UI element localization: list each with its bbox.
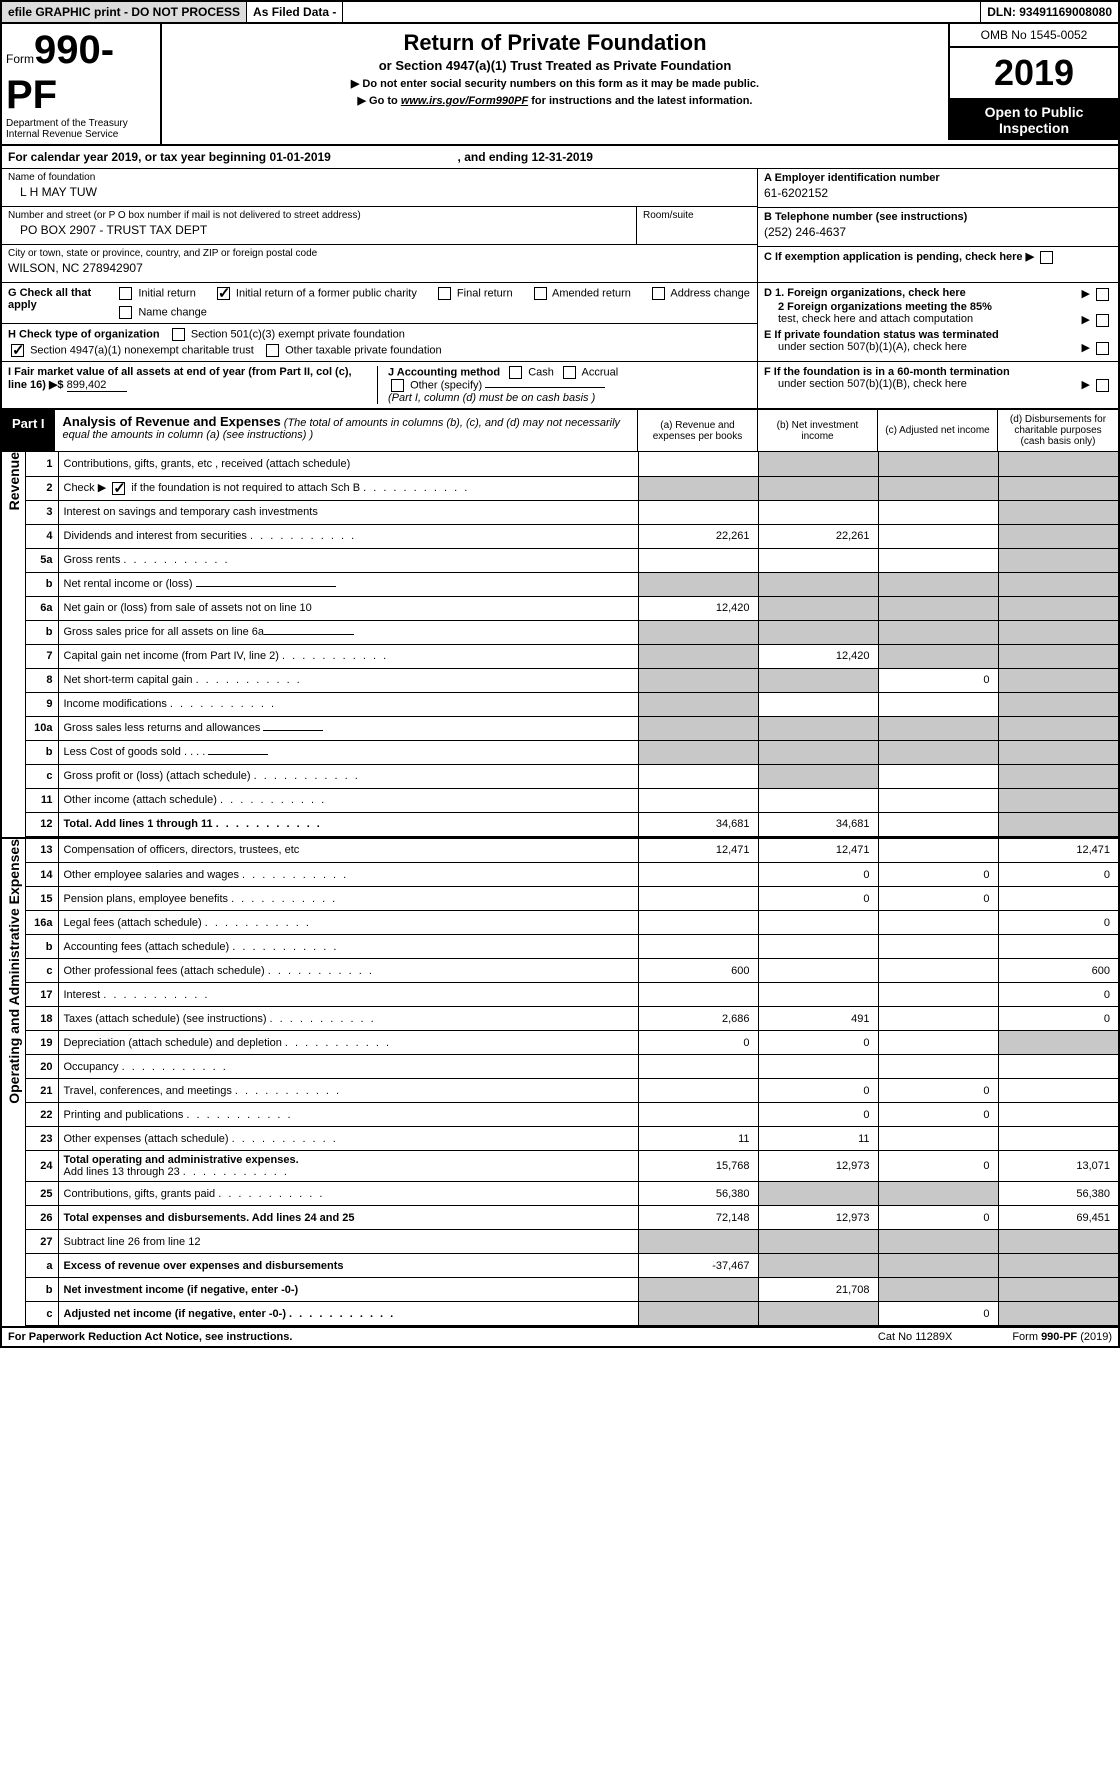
j-section: J Accounting method Cash Accrual Other (… <box>388 366 751 404</box>
dln-value: 93491169008080 <box>1019 5 1112 19</box>
col-b-header: (b) Net investment income <box>758 410 878 451</box>
page-footer: For Paperwork Reduction Act Notice, see … <box>2 1328 1118 1346</box>
g-section: G Check all that apply Initial return In… <box>2 283 757 324</box>
form-page: efile GRAPHIC print - DO NOT PROCESS As … <box>0 0 1120 1348</box>
entity-info: Name of foundation L H MAY TUW Number an… <box>2 169 1118 283</box>
revenue-side-label: Revenue <box>2 452 26 837</box>
ein-value: 61-6202152 <box>764 184 1112 204</box>
instr-1: ▶ Do not enter social security numbers o… <box>172 77 938 90</box>
form-header: Form990-PF Department of the Treasury In… <box>2 24 1118 146</box>
h-section: H Check type of organization Section 501… <box>2 324 757 361</box>
instr-2: ▶ Go to www.irs.gov/Form990PF for instru… <box>172 94 938 107</box>
g-initial-return-check[interactable] <box>119 287 132 300</box>
expenses-side-label: Operating and Administrative Expenses <box>2 839 26 1327</box>
header-mid: Return of Private Foundation or Section … <box>162 24 948 144</box>
cat-no: Cat No 11289X <box>878 1331 952 1343</box>
f-check[interactable] <box>1096 379 1109 392</box>
e-check[interactable] <box>1096 342 1109 355</box>
header-left: Form990-PF Department of the Treasury In… <box>2 24 162 144</box>
address: PO BOX 2907 - TRUST TAX DEPT <box>8 221 630 241</box>
d1-check[interactable] <box>1096 288 1109 301</box>
as-filed-label: As Filed Data - <box>247 2 343 22</box>
omb-number: OMB No 1545-0052 <box>948 24 1118 48</box>
expenses-block: Operating and Administrative Expenses 13… <box>2 839 1118 1329</box>
g-initial-former-check[interactable] <box>217 287 230 300</box>
phone-value: (252) 246-4637 <box>764 223 1112 243</box>
form-subtitle: or Section 4947(a)(1) Trust Treated as P… <box>172 58 938 73</box>
entity-right: A Employer identification number 61-6202… <box>758 169 1118 282</box>
f-section: F If the foundation is in a 60-month ter… <box>758 362 1118 408</box>
name-cell: Name of foundation L H MAY TUW <box>2 169 757 207</box>
revenue-block: Revenue 1Contributions, gifts, grants, e… <box>2 452 1118 839</box>
part1-header: Part I Analysis of Revenue and Expenses … <box>2 410 1118 452</box>
ein-cell: A Employer identification number 61-6202… <box>758 169 1118 208</box>
header-right: OMB No 1545-0052 2019 Open to Public Ins… <box>948 24 1118 144</box>
g-h-row: G Check all that apply Initial return In… <box>2 283 1118 362</box>
h-4947-check[interactable] <box>11 344 24 357</box>
g-final-check[interactable] <box>438 287 451 300</box>
g-name-check[interactable] <box>119 306 132 319</box>
form-number: Form990-PF <box>6 28 156 118</box>
city-state-zip: WILSON, NC 278942907 <box>8 259 751 279</box>
year-begin: 01-01-2019 <box>269 150 330 164</box>
h-501c3-check[interactable] <box>172 328 185 341</box>
part1-tag: Part I <box>2 410 55 451</box>
g-address-check[interactable] <box>652 287 665 300</box>
dln-cell: DLN: 93491169008080 <box>980 2 1118 22</box>
i-section: I Fair market value of all assets at end… <box>8 366 378 404</box>
open-public: Open to Public Inspection <box>948 100 1118 140</box>
expenses-table: 13Compensation of officers, directors, t… <box>26 839 1118 1327</box>
h-other-taxable-check[interactable] <box>266 344 279 357</box>
d2-check[interactable] <box>1096 314 1109 327</box>
col-a-header: (a) Revenue and expenses per books <box>638 410 758 451</box>
j-other-check[interactable] <box>391 379 404 392</box>
form-ref: Form 990-PF (2019) <box>1012 1331 1112 1343</box>
c-checkbox[interactable] <box>1040 251 1053 264</box>
irs-link[interactable]: www.irs.gov/Form990PF <box>401 95 528 107</box>
g-amended-check[interactable] <box>534 287 547 300</box>
i-j-f-row: I Fair market value of all assets at end… <box>2 362 1118 410</box>
phone-cell: B Telephone number (see instructions) (2… <box>758 208 1118 247</box>
line-6b-value <box>264 634 354 635</box>
revenue-table: 1Contributions, gifts, grants, etc , rec… <box>26 452 1118 837</box>
room-suite: Room/suite <box>637 207 757 244</box>
top-bar: efile GRAPHIC print - DO NOT PROCESS As … <box>2 2 1118 24</box>
col-c-header: (c) Adjusted net income <box>878 410 998 451</box>
col-d-header: (d) Disbursements for charitable purpose… <box>998 410 1118 451</box>
form-title: Return of Private Foundation <box>172 30 938 56</box>
d-e-section: D 1. Foreign organizations, check here ▶… <box>758 283 1118 361</box>
part1-desc: Analysis of Revenue and Expenses (The to… <box>55 410 638 451</box>
efile-notice: efile GRAPHIC print - DO NOT PROCESS <box>2 2 247 22</box>
address-row: Number and street (or P O box number if … <box>2 207 757 245</box>
j-accrual-check[interactable] <box>563 366 576 379</box>
c-cell: C If exemption application is pending, c… <box>758 247 1118 267</box>
calendar-year-line: For calendar year 2019, or tax year begi… <box>2 146 1118 169</box>
dept-line-1: Department of the Treasury <box>6 118 156 129</box>
year-end: 12-31-2019 <box>532 150 593 164</box>
tax-year: 2019 <box>948 48 1118 100</box>
fmv-value: 899,402 <box>67 379 127 392</box>
dept-line-2: Internal Revenue Service <box>6 129 156 140</box>
dln-label: DLN: <box>987 5 1016 19</box>
foundation-name: L H MAY TUW <box>8 183 751 203</box>
paperwork-notice: For Paperwork Reduction Act Notice, see … <box>8 1331 292 1343</box>
city-cell: City or town, state or province, country… <box>2 245 757 282</box>
j-cash-check[interactable] <box>509 366 522 379</box>
schb-check[interactable] <box>112 482 125 495</box>
entity-left: Name of foundation L H MAY TUW Number an… <box>2 169 758 282</box>
